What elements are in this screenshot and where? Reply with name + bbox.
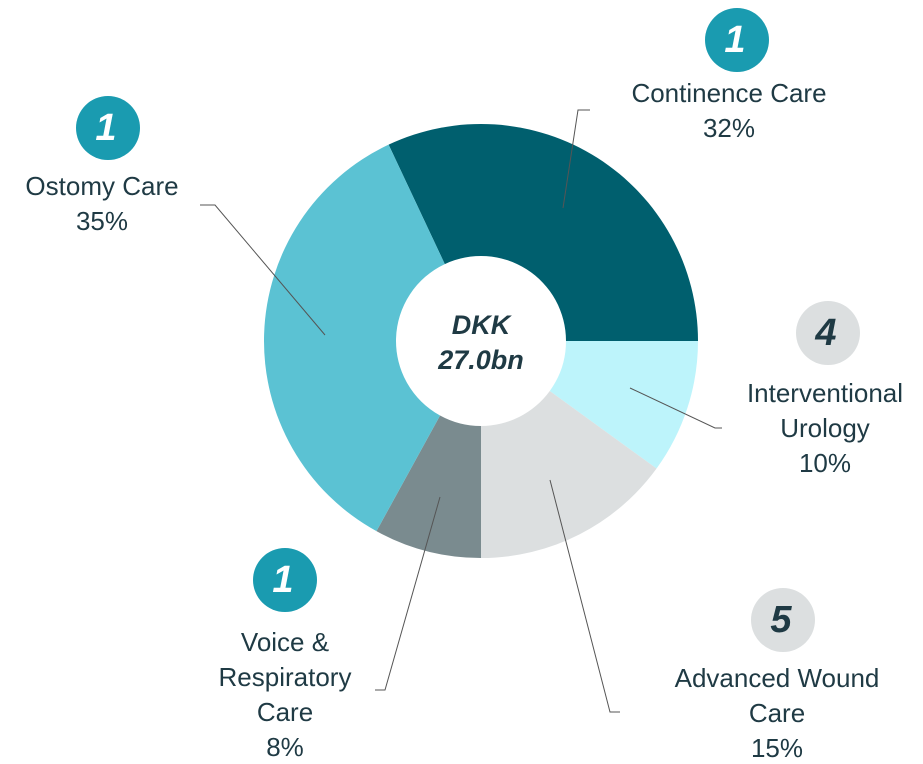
category-name: Voice & Respiratory Care xyxy=(218,627,352,727)
donut-slice xyxy=(376,415,481,558)
donut-slice xyxy=(549,341,698,469)
donut-slice xyxy=(263,144,445,532)
donut-slice xyxy=(388,124,698,341)
badge-number: 1 xyxy=(95,107,116,149)
leader-line xyxy=(375,496,441,691)
category-name: Continence Care xyxy=(631,78,827,108)
badge-number: 1 xyxy=(724,19,745,61)
badge xyxy=(751,588,815,652)
leader-line xyxy=(629,387,722,429)
category-name: Interventional Urology xyxy=(746,378,904,443)
badge xyxy=(253,548,317,612)
badge-number: 4 xyxy=(814,312,836,354)
badge-number: 1 xyxy=(272,559,293,601)
value-label: 32% xyxy=(702,113,756,143)
value-label: 10% xyxy=(798,448,852,478)
segment-label: Continence Care 32% xyxy=(599,76,859,146)
badge xyxy=(76,96,140,160)
badge xyxy=(796,301,860,365)
segment-label: Interventional Urology 10% xyxy=(725,376,923,481)
value-label: 15% xyxy=(750,733,804,763)
segment-label: Ostomy Care 35% xyxy=(0,169,212,239)
donut-slice xyxy=(481,390,657,558)
segment-label: Advanced Wound Care 15% xyxy=(652,661,902,764)
leader-line xyxy=(562,109,590,209)
badge-number: 5 xyxy=(770,599,792,641)
segment-label: Voice & Respiratory Care 8% xyxy=(200,625,370,764)
badge xyxy=(705,8,769,72)
category-name: Ostomy Care xyxy=(25,171,179,201)
center-label: 27.0bn xyxy=(437,345,524,375)
value-label: 35% xyxy=(75,206,129,236)
leader-line xyxy=(549,479,620,713)
value-label: 8% xyxy=(266,732,304,762)
center-label: DKK xyxy=(452,310,513,340)
category-name: Advanced Wound Care xyxy=(674,663,880,728)
leader-line xyxy=(200,204,326,336)
